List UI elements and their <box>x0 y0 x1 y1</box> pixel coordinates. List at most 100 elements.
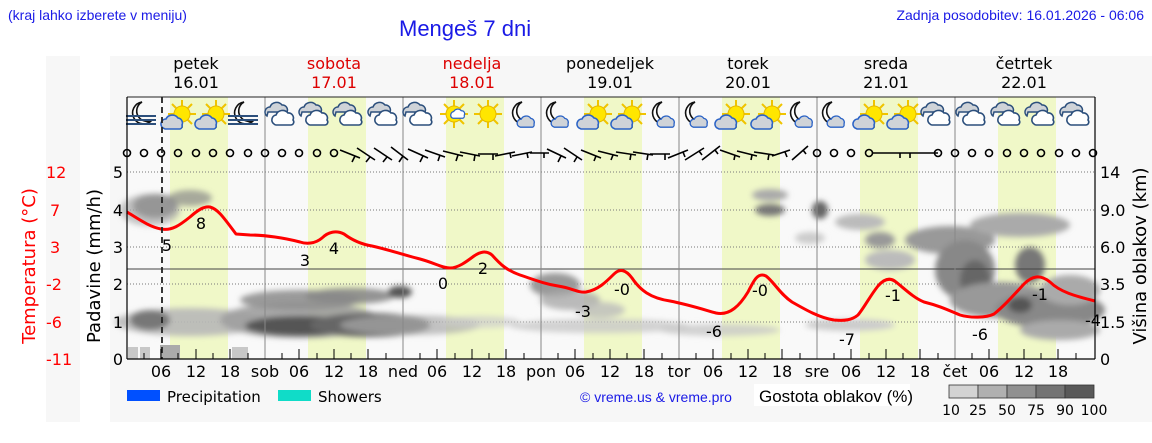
cloud-height-axis-ticks: 0 1.5 3.5 6.0 9.0 14 <box>1100 163 1125 369</box>
svg-text:10: 10 <box>942 403 960 419</box>
day-date: 18.01 <box>449 73 495 92</box>
svg-text:ned: ned <box>388 362 418 381</box>
svg-text:-1: -1 <box>885 286 901 305</box>
svg-text:-0: -0 <box>614 280 630 299</box>
svg-text:18: 18 <box>634 362 654 381</box>
wind-row <box>122 145 1098 163</box>
svg-text:3: 3 <box>300 251 310 270</box>
precipitation-swatch <box>127 390 160 401</box>
day-name: petek <box>173 54 219 73</box>
svg-text:6.0: 6.0 <box>1100 238 1125 257</box>
svg-text:-6: -6 <box>706 322 722 341</box>
cloud-height-axis-title: Višina oblakov (km) <box>1130 167 1151 344</box>
svg-text:sre: sre <box>805 362 829 381</box>
svg-text:-2: -2 <box>46 275 62 294</box>
svg-text:06: 06 <box>289 362 309 381</box>
cloud-density-label: Gostota oblakov (%) <box>759 387 913 406</box>
svg-text:90: 90 <box>1056 403 1074 419</box>
svg-text:18: 18 <box>496 362 516 381</box>
svg-text:4: 4 <box>113 201 123 220</box>
svg-text:4: 4 <box>329 239 339 258</box>
svg-text:12: 12 <box>186 362 206 381</box>
svg-text:06: 06 <box>151 362 171 381</box>
svg-text:9.0: 9.0 <box>1100 201 1125 220</box>
day-name: nedelja <box>443 54 502 73</box>
svg-text:2: 2 <box>478 259 488 278</box>
svg-text:čet: čet <box>943 362 968 381</box>
x-ticks <box>143 349 1077 359</box>
temperature-axis-title: Temperatura (°C) <box>19 188 40 345</box>
day-date: 16.01 <box>173 73 219 92</box>
svg-text:0: 0 <box>113 350 123 369</box>
svg-text:1.5: 1.5 <box>1100 313 1125 332</box>
showers-swatch <box>278 390 311 401</box>
weather-icons <box>126 99 1090 130</box>
svg-text:18: 18 <box>910 362 930 381</box>
svg-text:12: 12 <box>600 362 620 381</box>
svg-text:tor: tor <box>668 362 691 381</box>
svg-text:14: 14 <box>1100 163 1120 182</box>
svg-text:5: 5 <box>162 236 172 255</box>
svg-text:sob: sob <box>251 362 279 381</box>
svg-text:06: 06 <box>703 362 723 381</box>
svg-text:25: 25 <box>969 403 987 419</box>
day-name: četrtek <box>996 54 1054 73</box>
precip-bars <box>128 345 248 359</box>
svg-text:12: 12 <box>876 362 896 381</box>
precip-axis-ticks: 0 1 2 3 4 5 <box>113 163 123 369</box>
temperature-line <box>126 205 1096 322</box>
svg-text:06: 06 <box>427 362 447 381</box>
day-date: 17.01 <box>311 73 357 92</box>
svg-text:-11: -11 <box>46 350 72 369</box>
svg-text:06: 06 <box>979 362 999 381</box>
temperature-labels: 5 8 3 4 0 2 -3 -0 -6 -0 -7 -1 -6 -1 -4 <box>162 214 1101 349</box>
day-date: 22.01 <box>1001 73 1047 92</box>
svg-text:0: 0 <box>438 274 448 293</box>
day-headers: petek 16.01 sobota 17.01 nedelja 18.01 p… <box>173 54 1053 92</box>
svg-text:-6: -6 <box>972 325 988 344</box>
svg-text:8: 8 <box>196 214 206 233</box>
svg-text:3: 3 <box>50 238 60 257</box>
legend: Precipitation Showers © vreme.us & vreme… <box>127 384 1107 419</box>
sun-small-cloud-icon <box>439 99 469 129</box>
svg-text:12: 12 <box>738 362 758 381</box>
svg-text:12: 12 <box>462 362 482 381</box>
svg-text:2: 2 <box>113 275 123 294</box>
region-note: (kraj lahko izberete v meniju) <box>8 7 187 23</box>
svg-text:3.5: 3.5 <box>1100 275 1125 294</box>
svg-text:5: 5 <box>113 163 123 182</box>
copyright: © vreme.us & vreme.pro <box>580 389 732 405</box>
svg-text:18: 18 <box>220 362 240 381</box>
svg-text:7: 7 <box>50 201 60 220</box>
svg-text:06: 06 <box>841 362 861 381</box>
svg-text:100: 100 <box>1081 403 1108 419</box>
temperature-axis-ticks: 12 7 3 -2 -6 -11 <box>46 163 72 369</box>
cloud-density-scale-labels: 10 25 50 75 90 100 <box>942 403 1107 419</box>
precipitation-legend-label: Precipitation <box>167 388 261 406</box>
svg-text:1: 1 <box>113 313 123 332</box>
fog-night-icon <box>126 101 156 125</box>
day-date: 21.01 <box>863 73 909 92</box>
day-date: 19.01 <box>587 73 633 92</box>
svg-text:-4: -4 <box>1085 311 1101 330</box>
day-separators <box>264 97 956 359</box>
day-name: ponedeljek <box>566 54 655 73</box>
svg-text:12: 12 <box>1014 362 1034 381</box>
svg-text:pon: pon <box>526 362 556 381</box>
fog-night-icon <box>228 101 258 125</box>
temperature-axis-panel <box>46 56 80 422</box>
page-title: Mengeš 7 dni <box>399 16 532 41</box>
svg-text:12: 12 <box>46 163 66 182</box>
cloud-density-scale <box>948 384 1095 399</box>
svg-text:-1: -1 <box>1032 285 1048 304</box>
svg-text:18: 18 <box>772 362 792 381</box>
svg-text:50: 50 <box>998 403 1016 419</box>
svg-text:-6: -6 <box>46 313 62 332</box>
svg-text:18: 18 <box>1048 362 1068 381</box>
last-updated: Zadnja posodobitev: 16.01.2026 - 06:06 <box>896 7 1144 23</box>
svg-text:-0: -0 <box>752 281 768 300</box>
x-tick-labels: 06 12 18 sob 06 12 18 ned 06 12 18 pon 0… <box>151 362 1068 381</box>
precip-axis-title: Padavine (mm/h) <box>84 189 105 343</box>
sun-icon <box>473 99 503 129</box>
